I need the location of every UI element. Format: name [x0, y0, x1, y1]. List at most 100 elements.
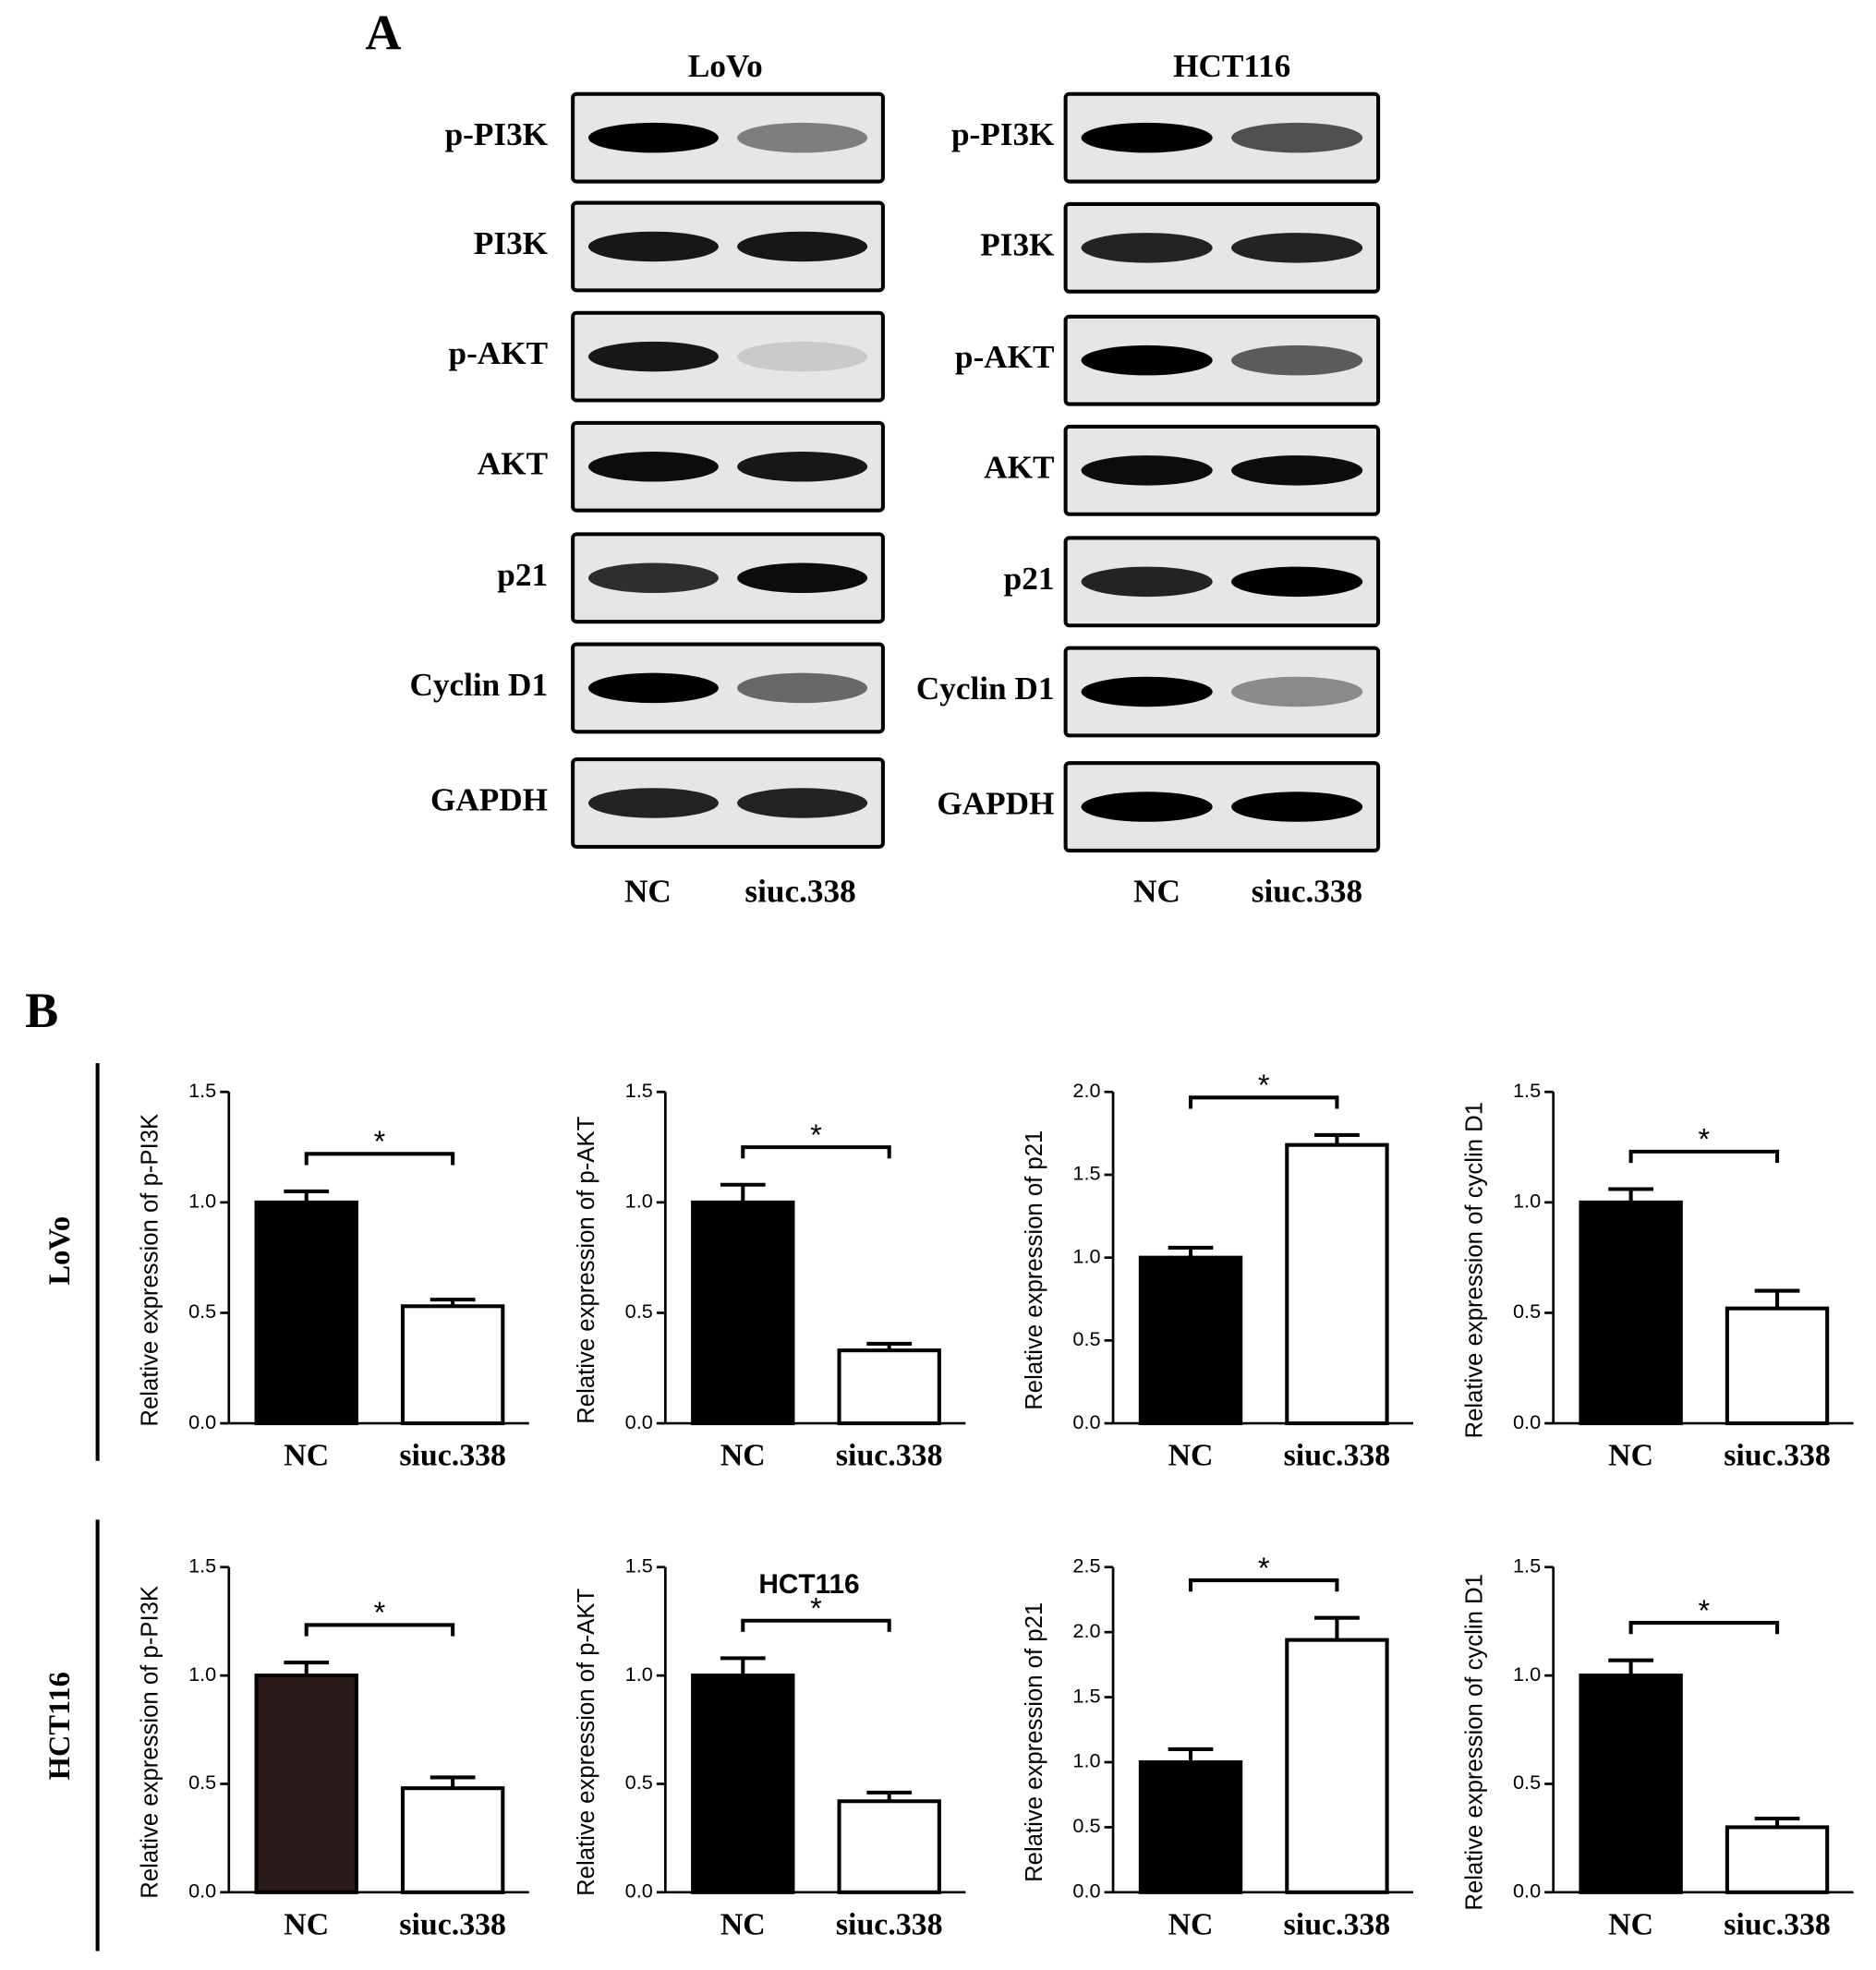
significance-bracket [741, 1618, 891, 1632]
error-bar [720, 1656, 766, 1676]
y-tick-label: 1.0 [625, 1190, 653, 1213]
significance-label: * [1258, 1552, 1270, 1585]
error-bar [720, 1182, 766, 1203]
protein-label: p-PI3K [445, 116, 549, 152]
significance-bracket [1628, 1149, 1780, 1164]
lane-label: siuc.338 [744, 873, 855, 909]
blot-band [737, 672, 868, 704]
x-tick-label: NC [1168, 1908, 1214, 1942]
lane-label: NC [1133, 873, 1180, 909]
significance-label: * [810, 1591, 822, 1625]
significance-bracket [1628, 1621, 1780, 1635]
blot-band [587, 562, 719, 594]
y-axis-label: Relative expression of p-PI3K [138, 1586, 163, 1899]
protein-label: p-PI3K [951, 116, 1055, 152]
blot-band [1231, 792, 1363, 822]
protein-label: p21 [1004, 561, 1055, 597]
bar [691, 1200, 795, 1426]
y-tick-label: 2.0 [1072, 1619, 1100, 1642]
bar [1579, 1674, 1683, 1894]
bar [1579, 1200, 1683, 1426]
protein-label: Cyclin D1 [916, 671, 1055, 707]
bar [1285, 1638, 1389, 1894]
y-tick-label: 1.0 [1513, 1662, 1541, 1686]
y-tick-label: 0.0 [1072, 1410, 1100, 1433]
y-tick-label: 0.5 [1513, 1771, 1541, 1794]
significance-bracket [1188, 1095, 1339, 1109]
blot-band [1081, 233, 1213, 263]
x-tick-label: NC [720, 1439, 766, 1473]
blot-band [737, 788, 868, 818]
error-bar [1608, 1658, 1653, 1676]
significance-label: * [374, 1596, 386, 1629]
significance-label: * [810, 1118, 822, 1152]
significance-bracket [304, 1152, 455, 1166]
bar [837, 1348, 941, 1426]
x-tick-label: siuc.338 [399, 1908, 506, 1942]
y-tick-label: 1.5 [1072, 1684, 1100, 1707]
y-tick-label: 0.0 [625, 1879, 653, 1903]
blot-frame [571, 420, 885, 513]
error-bar [1754, 1288, 1800, 1309]
error-bar [430, 1775, 476, 1789]
error-bar [1608, 1187, 1653, 1203]
y-tick-label: 0.0 [1513, 1879, 1541, 1903]
y-axis-label: Relative expression of p-PI3K [138, 1114, 163, 1427]
blot-frame [1063, 646, 1381, 738]
blot-frame [571, 200, 885, 293]
bar [837, 1799, 941, 1894]
blot-frame [571, 532, 885, 624]
y-tick-label: 0.5 [188, 1771, 216, 1794]
significance-label: * [1258, 1069, 1270, 1102]
y-axis-label: Relative expression of cyclin D1 [1462, 1574, 1488, 1911]
significance-label: * [374, 1125, 386, 1158]
y-tick-label: 0.5 [1513, 1299, 1541, 1323]
blot-frame [1063, 424, 1381, 516]
y-tick-label: 1.0 [1072, 1749, 1100, 1772]
blot-frame [571, 310, 885, 403]
protein-label: PI3K [980, 226, 1055, 262]
bar [1725, 1306, 1830, 1426]
blot-frame [571, 91, 885, 184]
y-tick-label: 1.0 [625, 1662, 653, 1686]
blot-band [1081, 344, 1213, 376]
x-tick-label: siuc.338 [1724, 1439, 1831, 1473]
x-tick-label: NC [1168, 1439, 1214, 1473]
blot-band [737, 122, 868, 153]
y-tick-label: 0.5 [188, 1299, 216, 1323]
x-tick-label: siuc.338 [1284, 1439, 1391, 1473]
blot-band [1231, 676, 1363, 707]
y-tick-label: 1.5 [625, 1079, 653, 1102]
blot-band [1231, 455, 1363, 486]
protein-label: p-AKT [449, 335, 549, 371]
y-tick-label: 1.5 [188, 1079, 216, 1102]
blot-band [587, 122, 719, 153]
error-bar [1168, 1746, 1214, 1763]
y-tick-label: 1.5 [625, 1554, 653, 1577]
error-bar [866, 1341, 913, 1351]
blot-frame [571, 642, 885, 734]
significance-bracket [741, 1145, 891, 1159]
x-tick-label: NC [284, 1908, 329, 1942]
y-tick-label: 1.5 [1513, 1079, 1541, 1102]
y-tick-label: 0.5 [625, 1771, 653, 1794]
blot-frame [1063, 91, 1381, 184]
bar [1138, 1255, 1243, 1426]
blot-frame [1063, 201, 1381, 294]
x-tick-label: NC [1608, 1439, 1653, 1473]
blot-band [737, 562, 868, 594]
significance-label: * [1698, 1594, 1710, 1627]
error-bar [1314, 1615, 1360, 1640]
error-bar [866, 1790, 913, 1802]
protein-label: p-AKT [955, 339, 1055, 375]
y-tick-label: 0.0 [188, 1879, 216, 1903]
x-tick-label: NC [720, 1908, 766, 1942]
blot-band [1081, 122, 1213, 153]
bar [400, 1786, 505, 1894]
x-tick-label: siuc.338 [399, 1439, 506, 1473]
x-tick-label: siuc.338 [1284, 1908, 1391, 1942]
bar [1725, 1825, 1830, 1894]
significance-label: * [1698, 1123, 1710, 1156]
